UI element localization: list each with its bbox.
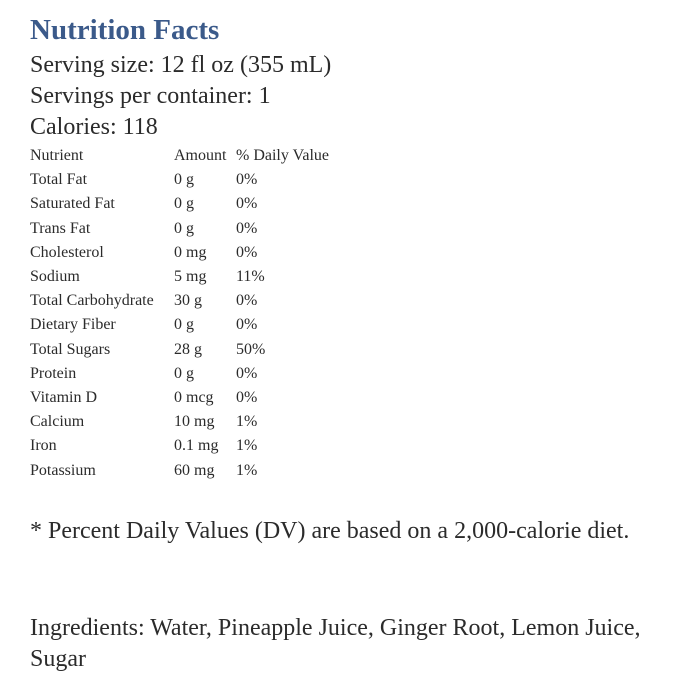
table-row: Potassium 60 mg 1% bbox=[30, 459, 356, 483]
nutrient-name-cell: Trans Fat bbox=[30, 219, 91, 237]
amount-cell: 0 mg bbox=[174, 243, 207, 261]
amount-cell: 10 mg bbox=[174, 413, 215, 431]
daily-value-cell: 0% bbox=[236, 389, 258, 407]
amount-cell: 28 g bbox=[174, 340, 202, 358]
column-header-nutrient: Nutrient bbox=[30, 147, 84, 164]
nutrient-name-cell: Potassium bbox=[30, 461, 96, 479]
amount-cell: 0 g bbox=[174, 195, 194, 213]
daily-value-cell: 0% bbox=[236, 364, 258, 382]
daily-value-footnote: * Percent Daily Values (DV) are based on… bbox=[30, 518, 630, 544]
nutrient-name-cell: Iron bbox=[30, 437, 57, 455]
table-row: Total Fat 0 g 0% bbox=[30, 168, 356, 192]
nutrient-table: Nutrient Amount % Daily Value Total Fat 0… bbox=[30, 144, 356, 483]
serving-size: Serving size: 12 fl oz (355 mL) bbox=[30, 52, 332, 78]
table-header-row: Nutrient Amount % Daily Value bbox=[30, 144, 356, 168]
amount-cell: 0 mcg bbox=[174, 389, 214, 407]
nutrient-name-cell: Sodium bbox=[30, 268, 80, 286]
page-title: Nutrition Facts bbox=[30, 14, 220, 46]
daily-value-cell: 0% bbox=[236, 316, 258, 334]
table-row: Sodium 5 mg 11% bbox=[30, 265, 356, 289]
nutrient-name-cell: Vitamin D bbox=[30, 389, 98, 407]
nutrition-label: Nutrition Facts Serving size: 12 fl oz (… bbox=[30, 10, 670, 483]
table-row: Cholesterol 0 mg 0% bbox=[30, 241, 356, 265]
table-row: Total Carbohydrate 30 g 0% bbox=[30, 289, 356, 313]
daily-value-cell: 0% bbox=[236, 219, 258, 237]
daily-value-cell: 11% bbox=[236, 268, 265, 286]
amount-cell: 0 g bbox=[174, 316, 194, 334]
table-row: Protein 0 g 0% bbox=[30, 362, 356, 386]
table-row: Dietary Fiber 0 g 0% bbox=[30, 313, 356, 337]
table-row: Vitamin D 0 mcg 0% bbox=[30, 386, 356, 410]
nutrient-name-cell: Calcium bbox=[30, 413, 85, 431]
amount-cell: 60 mg bbox=[174, 461, 215, 479]
nutrient-name-cell: Dietary Fiber bbox=[30, 316, 116, 334]
amount-cell: 0 g bbox=[174, 364, 194, 382]
column-header-daily-value: % Daily Value bbox=[236, 147, 330, 164]
table-row: Total Sugars 28 g 50% bbox=[30, 338, 356, 362]
daily-value-cell: 1% bbox=[236, 437, 258, 455]
amount-cell: 0.1 mg bbox=[174, 437, 219, 455]
daily-value-cell: 0% bbox=[236, 243, 258, 261]
amount-cell: 0 g bbox=[174, 219, 194, 237]
nutrient-name-cell: Total Carbohydrate bbox=[30, 292, 154, 310]
nutrient-name-cell: Saturated Fat bbox=[30, 195, 115, 213]
ingredients-text: Ingredients: Water, Pineapple Juice, Gin… bbox=[30, 615, 641, 672]
table-row: Iron 0.1 mg 1% bbox=[30, 434, 356, 458]
daily-value-cell: 1% bbox=[236, 461, 258, 479]
nutrient-rows: Total Fat 0 g 0% Saturated Fat 0 g 0% Trans Fa… bbox=[30, 168, 356, 483]
amount-cell: 0 g bbox=[174, 171, 194, 189]
daily-value-cell: 50% bbox=[236, 340, 266, 358]
calories: Calories: 118 bbox=[30, 114, 158, 140]
daily-value-cell: 1% bbox=[236, 413, 258, 431]
table-row: Calcium 10 mg 1% bbox=[30, 410, 356, 434]
nutrient-name-cell: Total Sugars bbox=[30, 340, 111, 358]
table-row: Saturated Fat 0 g 0% bbox=[30, 192, 356, 216]
nutrient-name-cell: Total Fat bbox=[30, 171, 88, 189]
servings-per-container: Servings per container: 1 bbox=[30, 83, 271, 109]
column-header-amount: Amount bbox=[174, 147, 227, 164]
daily-value-cell: 0% bbox=[236, 292, 258, 310]
amount-cell: 5 mg bbox=[174, 268, 207, 286]
nutrient-name-cell: Cholesterol bbox=[30, 243, 104, 261]
daily-value-cell: 0% bbox=[236, 195, 258, 213]
daily-value-cell: 0% bbox=[236, 171, 258, 189]
amount-cell: 30 g bbox=[174, 292, 202, 310]
nutrient-name-cell: Protein bbox=[30, 364, 77, 382]
table-row: Trans Fat 0 g 0% bbox=[30, 217, 356, 241]
